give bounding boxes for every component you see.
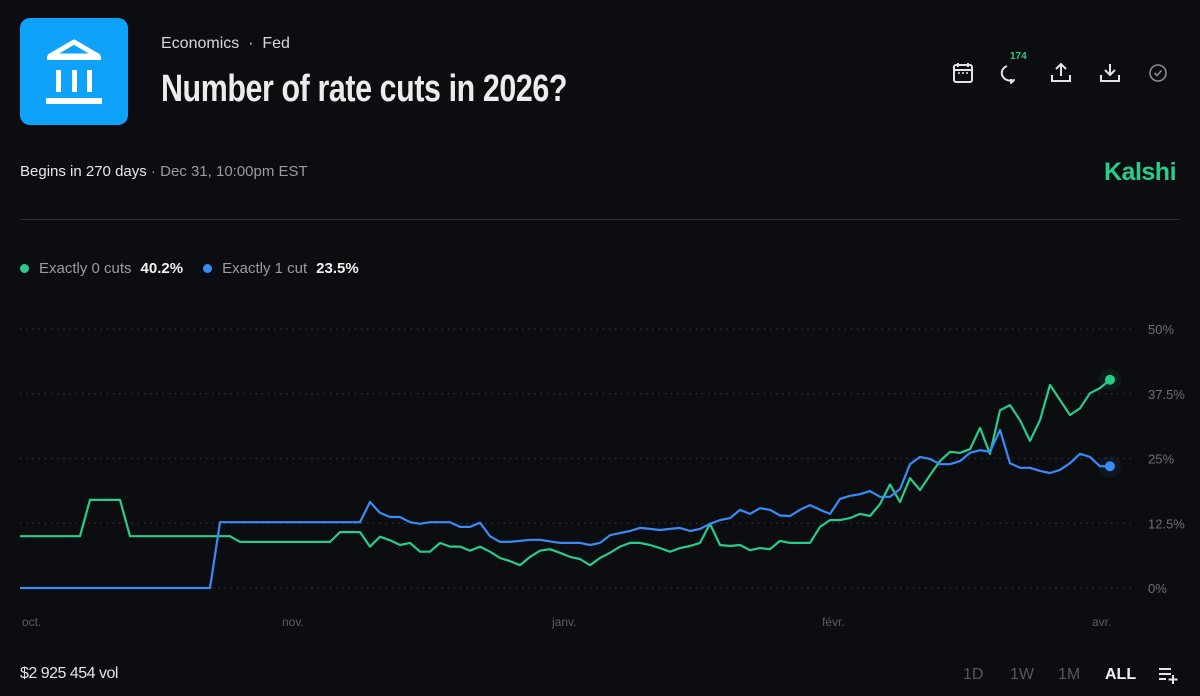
page-title: Number of rate cuts in 2026?	[161, 68, 568, 110]
y-tick-label: 37.5%	[1148, 387, 1185, 402]
y-tick-label: 12.5%	[1148, 516, 1185, 531]
range-1d[interactable]: 1D	[963, 666, 984, 683]
calendar-icon	[953, 63, 973, 83]
breadcrumb: Economics · Fed	[161, 35, 290, 53]
x-tick-label: oct.	[22, 615, 41, 629]
legend-dot-0-cuts	[20, 264, 29, 273]
x-tick-label: févr.	[822, 615, 845, 629]
volume: $2 925 454 vol	[20, 665, 118, 682]
begins-text: Begins in 270 days	[20, 163, 147, 180]
share-icon	[1051, 62, 1071, 82]
breadcrumb-category[interactable]: Economics	[161, 35, 240, 52]
series-endpoint-marker	[1105, 374, 1115, 385]
chart-settings-button[interactable]	[1157, 665, 1179, 685]
list-add-icon	[1159, 668, 1178, 684]
price-chart[interactable]: 0% 12.5% 25% 37.5% 50% oct. nov. janv. févr. avr.	[0, 300, 1200, 640]
begin-date: Dec 31, 10:00pm EST	[160, 163, 308, 180]
download-button[interactable]	[1097, 60, 1123, 86]
series-line-1[interactable]	[20, 428, 1110, 590]
series-line-0[interactable]	[20, 378, 1111, 567]
market-status: Begins in 270 days · Dec 31, 10:00pm EST	[20, 163, 308, 180]
y-tick-label: 0%	[1148, 581, 1167, 596]
breadcrumb-subcategory[interactable]: Fed	[262, 35, 290, 52]
x-tick-label: avr.	[1092, 615, 1111, 629]
comments-button[interactable]	[999, 60, 1025, 86]
range-all[interactable]: ALL	[1105, 666, 1137, 683]
legend-value-0-cuts: 40.2%	[140, 260, 184, 277]
check-circle-icon	[1149, 64, 1167, 82]
range-1m[interactable]: 1M	[1058, 666, 1081, 683]
comment-count-badge: 174	[1010, 51, 1027, 62]
y-tick-label: 25%	[1148, 452, 1174, 467]
calendar-button[interactable]	[950, 60, 976, 86]
bank-icon	[46, 39, 102, 104]
y-tick-label: 50%	[1148, 322, 1174, 337]
legend-value-1-cut: 23.5%	[316, 260, 359, 277]
share-button[interactable]	[1048, 60, 1074, 86]
legend-dot-1-cut	[203, 264, 213, 273]
download-icon	[1100, 64, 1120, 82]
divider	[20, 219, 1180, 220]
range-1w[interactable]: 1W	[1010, 666, 1034, 683]
x-tick-label: nov.	[282, 615, 304, 629]
series-endpoint-marker	[1105, 461, 1115, 472]
watch-button[interactable]	[1145, 60, 1171, 86]
x-tick-label: janv.	[551, 615, 576, 629]
comment-icon	[1000, 65, 1015, 84]
kalshi-logo[interactable]: Kalshi	[1104, 158, 1177, 186]
category-logo	[20, 18, 128, 125]
status-separator: ·	[146, 163, 161, 180]
chart-legend: Exactly 0 cuts 40.2% Exactly 1 cut 23.5%	[20, 260, 379, 277]
breadcrumb-separator: ·	[248, 35, 254, 52]
legend-name-1-cut: Exactly 1 cut	[222, 260, 308, 277]
legend-name-0-cuts: Exactly 0 cuts	[39, 260, 132, 277]
